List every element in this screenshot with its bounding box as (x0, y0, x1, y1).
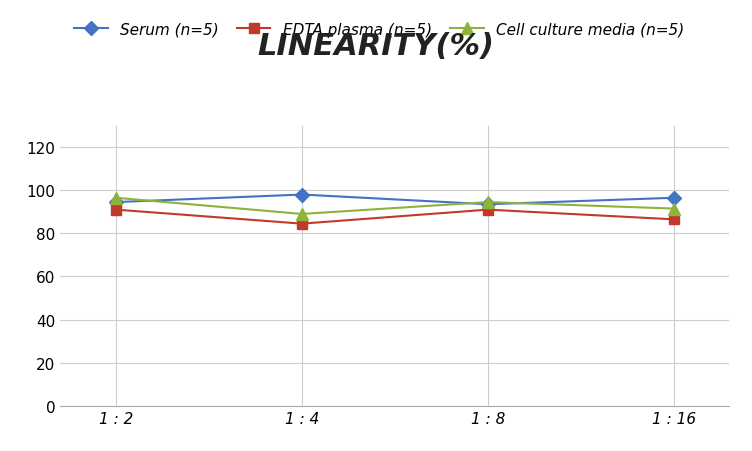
EDTA plasma (n=5) (297, 221, 306, 227)
Serum (n=5) (297, 193, 306, 198)
Text: LINEARITY(%): LINEARITY(%) (257, 32, 495, 60)
Cell culture media (n=5) (297, 212, 306, 217)
Legend: Serum (n=5), EDTA plasma (n=5), Cell culture media (n=5): Serum (n=5), EDTA plasma (n=5), Cell cul… (68, 17, 690, 44)
EDTA plasma (n=5) (669, 217, 678, 222)
Line: Serum (n=5): Serum (n=5) (111, 190, 678, 210)
EDTA plasma (n=5) (111, 207, 120, 213)
Serum (n=5) (111, 200, 120, 205)
Serum (n=5) (669, 196, 678, 201)
Line: Cell culture media (n=5): Cell culture media (n=5) (111, 193, 679, 220)
Cell culture media (n=5) (484, 200, 493, 205)
EDTA plasma (n=5) (484, 207, 493, 213)
Serum (n=5) (484, 202, 493, 207)
Line: EDTA plasma (n=5): EDTA plasma (n=5) (111, 205, 678, 229)
Cell culture media (n=5) (669, 207, 678, 212)
Cell culture media (n=5) (111, 196, 120, 201)
